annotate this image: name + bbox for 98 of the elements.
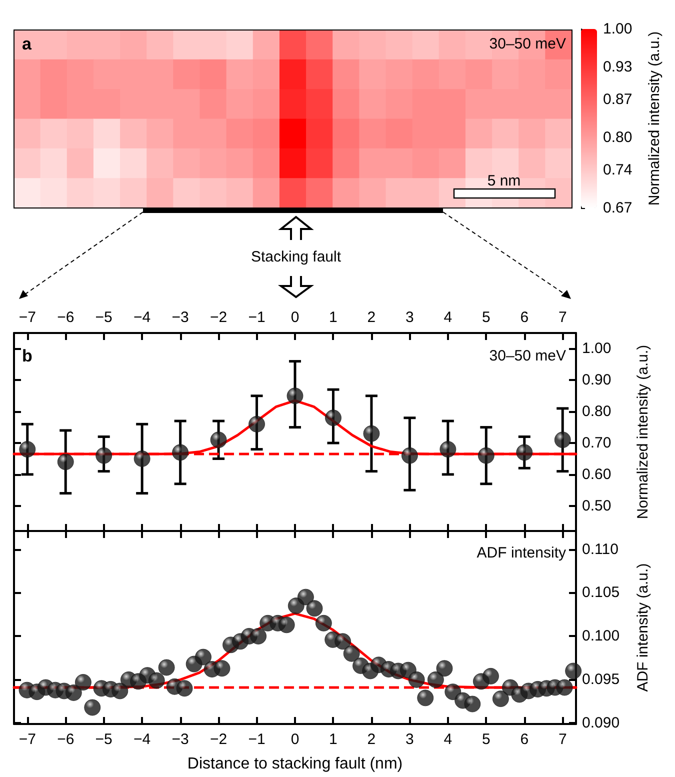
x-tick-label: 3 xyxy=(406,731,414,748)
annotation: 30–50 meV xyxy=(489,36,566,52)
y-tick-label: 0.100 xyxy=(582,628,620,645)
point xyxy=(176,680,193,697)
x-tick-label: −6 xyxy=(57,309,74,326)
point xyxy=(427,671,444,688)
point xyxy=(158,659,175,676)
color-bar-label: 1.00 xyxy=(603,20,632,38)
point xyxy=(315,614,332,632)
annotation: 5 nm xyxy=(487,172,521,190)
x-tick-label: −4 xyxy=(134,731,151,748)
x-tick-label: −3 xyxy=(172,309,189,326)
point xyxy=(250,628,267,644)
x-tick-label: 1 xyxy=(329,731,338,748)
y-tick-label: 0.110 xyxy=(582,540,618,558)
color-bar-label: 0.87 xyxy=(603,91,632,108)
point xyxy=(297,588,314,606)
annotation: 30–50 meV xyxy=(489,348,566,364)
x-tick-label: −1 xyxy=(248,309,266,326)
point xyxy=(19,441,36,458)
color-bar-label: 0.67 xyxy=(603,200,632,216)
point xyxy=(306,600,323,617)
point xyxy=(408,671,425,688)
x-tick-label: −2 xyxy=(210,731,228,748)
color-bar-label: 0.93 xyxy=(603,58,632,76)
color-bar-title: Normalized intensity (a.u.) xyxy=(646,31,663,206)
y-axis-title: Normalized intensity (a.u.) xyxy=(634,344,652,520)
color-bar-label: 0.80 xyxy=(603,128,632,146)
point xyxy=(96,447,112,464)
x-tick-label: 4 xyxy=(444,731,452,748)
point xyxy=(401,447,418,464)
color-bar-label: 0.74 xyxy=(603,162,632,179)
x-tick-label: 0 xyxy=(290,309,300,326)
point xyxy=(554,432,571,448)
x-tick-label: −1 xyxy=(248,731,266,748)
point xyxy=(440,441,456,458)
point xyxy=(278,616,295,634)
x-tick-label: 1 xyxy=(329,309,338,326)
point xyxy=(148,672,165,689)
x-tick-label: −6 xyxy=(57,731,74,748)
x-tick-label: 2 xyxy=(367,731,376,748)
point xyxy=(248,416,266,432)
point xyxy=(556,679,573,696)
x-tick-label: −5 xyxy=(95,731,112,748)
y-tick-label: 0.60 xyxy=(582,466,612,483)
point xyxy=(492,690,509,708)
point xyxy=(112,682,128,700)
point xyxy=(74,674,92,691)
x-tick-label: 6 xyxy=(520,731,529,748)
y-tick-label: 0.70 xyxy=(582,434,612,452)
point xyxy=(482,668,499,684)
point xyxy=(195,648,212,666)
x-tick-label: 3 xyxy=(406,309,414,326)
y-tick-label: 0.090 xyxy=(582,714,620,732)
x-tick-label: 4 xyxy=(444,309,452,326)
x-tick-label: −4 xyxy=(134,309,151,326)
point xyxy=(516,444,533,461)
point xyxy=(464,696,481,712)
x-tick-label: 7 xyxy=(558,731,567,748)
point xyxy=(172,444,189,461)
annotation: b xyxy=(22,346,32,366)
point xyxy=(325,410,342,426)
point xyxy=(65,684,82,701)
y-tick-label: 1.00 xyxy=(582,340,612,358)
x-tick-label: 2 xyxy=(367,309,376,326)
x-axis-title: Distance to stacking fault (nm) xyxy=(187,756,403,772)
x-tick-label: 6 xyxy=(520,309,529,326)
y-tick-label: 0.80 xyxy=(582,403,612,420)
point xyxy=(565,662,582,680)
point xyxy=(363,425,380,442)
x-tick-label: 0 xyxy=(290,731,300,748)
x-tick-label: 5 xyxy=(482,731,490,748)
x-tick-label: −3 xyxy=(172,731,189,748)
point xyxy=(417,690,434,706)
y-tick-label: 0.90 xyxy=(582,372,612,389)
x-tick-label: −5 xyxy=(95,309,112,326)
annotation: ADF intensity xyxy=(476,544,566,562)
y-tick-label: 0.095 xyxy=(582,671,620,688)
x-tick-label: −2 xyxy=(210,309,228,326)
y-tick-label: 0.105 xyxy=(582,584,620,602)
point xyxy=(57,454,74,470)
point xyxy=(134,450,150,467)
y-axis-title: ADF intensity (a.u.) xyxy=(634,563,652,692)
point xyxy=(478,447,494,464)
point xyxy=(436,660,453,677)
point xyxy=(343,645,360,662)
x-tick-label: 7 xyxy=(558,309,567,326)
point xyxy=(84,699,101,716)
x-tick-label: 5 xyxy=(482,309,490,326)
x-tick-label: −7 xyxy=(18,731,36,748)
annotation: a xyxy=(22,34,32,54)
x-tick-label: −7 xyxy=(18,309,36,326)
point xyxy=(214,660,230,677)
point xyxy=(334,633,352,650)
point xyxy=(210,432,227,448)
text: Stacking fault xyxy=(250,248,342,266)
point xyxy=(286,388,304,404)
y-tick-label: 0.50 xyxy=(582,497,612,514)
